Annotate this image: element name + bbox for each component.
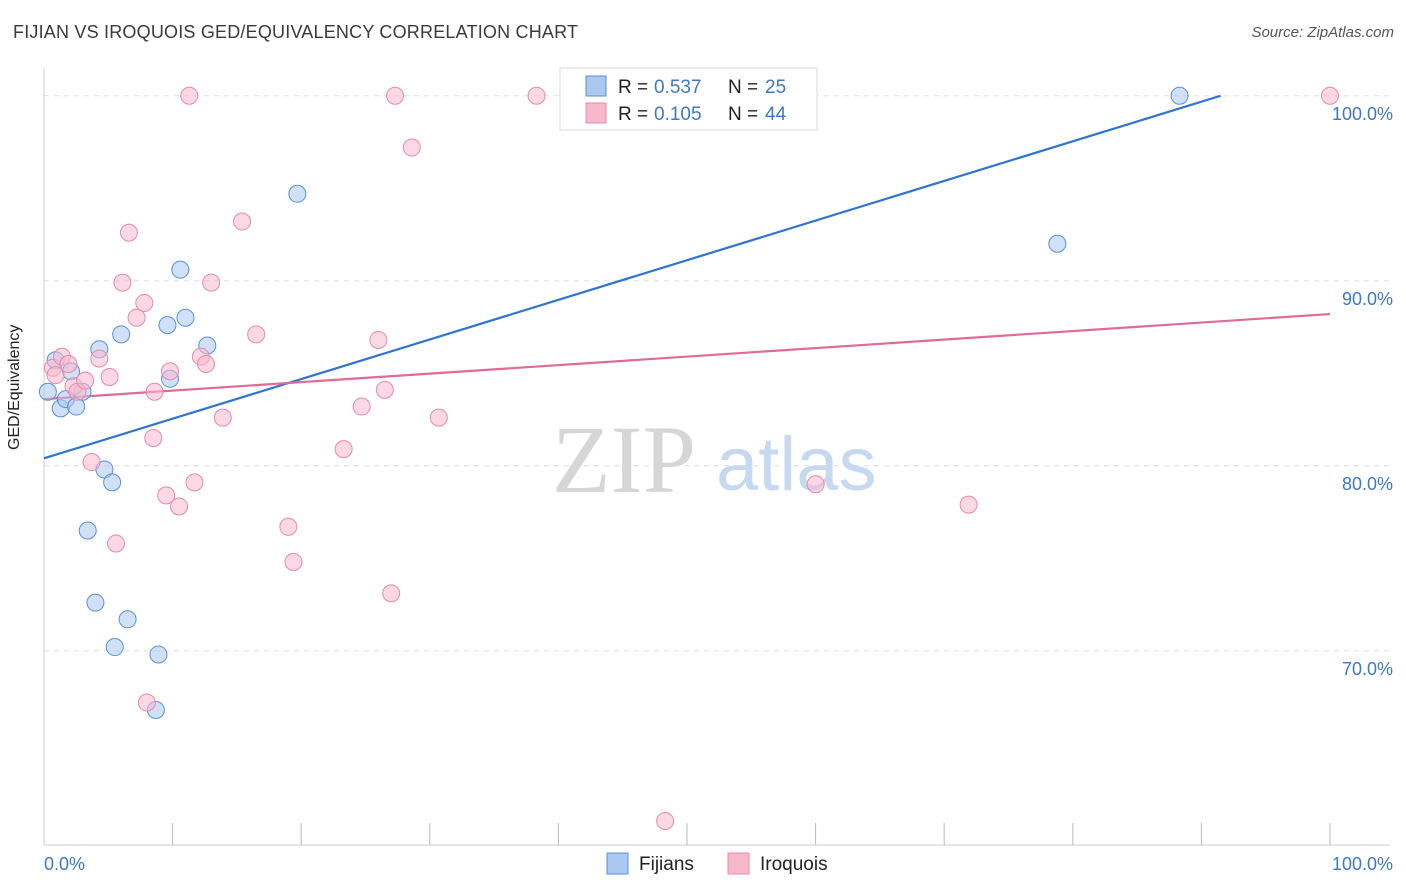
fijians-point xyxy=(171,260,190,279)
iroquois-point xyxy=(386,86,405,105)
fijians-point xyxy=(118,610,137,629)
source-label: Source: ZipAtlas.com xyxy=(1251,24,1394,41)
iroquois-point xyxy=(127,308,146,327)
fijians-point xyxy=(112,325,131,344)
legend-swatch-fijians xyxy=(585,75,607,97)
iroquois-point xyxy=(76,371,95,390)
iroquois-point xyxy=(402,138,421,157)
iroquois-point xyxy=(369,330,388,349)
axes xyxy=(43,68,1390,846)
iroquois-point xyxy=(352,397,371,416)
y-tick-label: 70.0% xyxy=(1342,659,1393,679)
fijians-point xyxy=(149,645,168,664)
iroquois-point xyxy=(82,453,101,472)
watermark: ZIP atlas xyxy=(552,406,877,513)
bottom-legend-swatch-iroquois xyxy=(727,852,750,875)
iroquois-point xyxy=(202,273,221,292)
iroquois-point xyxy=(656,811,675,830)
y-tick-label: 100.0% xyxy=(1332,104,1393,124)
legend-n-value: 44 xyxy=(765,104,787,125)
trend-lines xyxy=(43,94,1331,460)
iroquois-point xyxy=(213,408,232,427)
fijians-point xyxy=(1170,86,1189,105)
iroquois-point xyxy=(170,497,189,516)
fijians-trend-line xyxy=(43,94,1222,460)
iroquois-point xyxy=(334,440,353,459)
iroquois-point xyxy=(284,552,303,571)
iroquois-point xyxy=(157,486,176,505)
fijians-point xyxy=(78,521,97,540)
fijians-point xyxy=(105,638,124,657)
iroquois-point xyxy=(429,408,448,427)
iroquois-point xyxy=(197,355,216,373)
iroquois-trend-line xyxy=(43,312,1331,401)
x-tick-label: 100.0% xyxy=(1332,854,1393,874)
iroquois-point xyxy=(527,86,546,105)
legend-n-value: 25 xyxy=(765,77,786,98)
iroquois-point xyxy=(119,223,138,242)
iroquois-point xyxy=(107,534,126,553)
iroquois-point xyxy=(1321,86,1339,105)
iroquois-point xyxy=(279,517,298,536)
iroquois-point xyxy=(59,355,78,373)
data-points xyxy=(38,86,1339,830)
iroquois-point xyxy=(100,367,119,386)
iroquois-point xyxy=(247,325,266,344)
iroquois-point xyxy=(161,362,180,381)
legend-box: R = 0.537 N = 25 R = 0.105 N = 44 xyxy=(559,67,818,131)
fijians-point xyxy=(103,473,122,492)
fijians-point xyxy=(176,308,195,327)
y-tick-label: 90.0% xyxy=(1342,289,1393,309)
legend-r-value: 0.537 xyxy=(654,77,702,98)
legend-n-label: N = xyxy=(728,77,758,98)
fijians-point xyxy=(288,184,307,203)
legend-r-label: R = xyxy=(618,77,648,98)
legend-r-value: 0.105 xyxy=(654,104,702,125)
y-tick-labels: 100.0% 90.0% 80.0% 70.0% xyxy=(1332,104,1393,679)
iroquois-point xyxy=(90,349,109,368)
bottom-legend-iroquois: Iroquois xyxy=(760,854,828,875)
iroquois-point xyxy=(180,86,199,105)
legend-swatch-iroquois xyxy=(585,102,607,124)
iroquois-point xyxy=(806,475,825,494)
watermark-zip: ZIP xyxy=(552,406,696,513)
iroquois-point xyxy=(113,273,132,292)
watermark-atlas: atlas xyxy=(716,422,877,507)
bottom-legend: Fijians Iroquois xyxy=(606,852,828,875)
fijians-point xyxy=(38,382,57,401)
fijians-point xyxy=(158,316,177,335)
iroquois-point xyxy=(135,293,154,312)
legend-r-label: R = xyxy=(618,104,648,125)
iroquois-point xyxy=(144,429,163,447)
y-tick-label: 80.0% xyxy=(1342,474,1393,494)
iroquois-point xyxy=(145,382,164,401)
iroquois-point xyxy=(46,366,65,385)
bottom-legend-swatch-fijians xyxy=(606,852,629,875)
fijians-point xyxy=(86,593,105,612)
iroquois-point xyxy=(137,693,156,712)
chart-title: FIJIAN VS IROQUOIS GED/EQUIVALENCY CORRE… xyxy=(13,22,579,42)
iroquois-point xyxy=(375,380,394,399)
iroquois-point xyxy=(185,473,204,492)
gridlines xyxy=(44,95,1390,652)
iroquois-point xyxy=(959,495,978,514)
iroquois-point xyxy=(233,212,252,231)
x-tick-labels: 0.0% 100.0% xyxy=(44,854,1393,874)
fijians-point xyxy=(1048,234,1067,253)
iroquois-point xyxy=(382,584,401,603)
bottom-legend-fijians: Fijians xyxy=(639,854,694,875)
legend-n-label: N = xyxy=(728,104,758,125)
x-tick-label: 0.0% xyxy=(44,854,85,874)
